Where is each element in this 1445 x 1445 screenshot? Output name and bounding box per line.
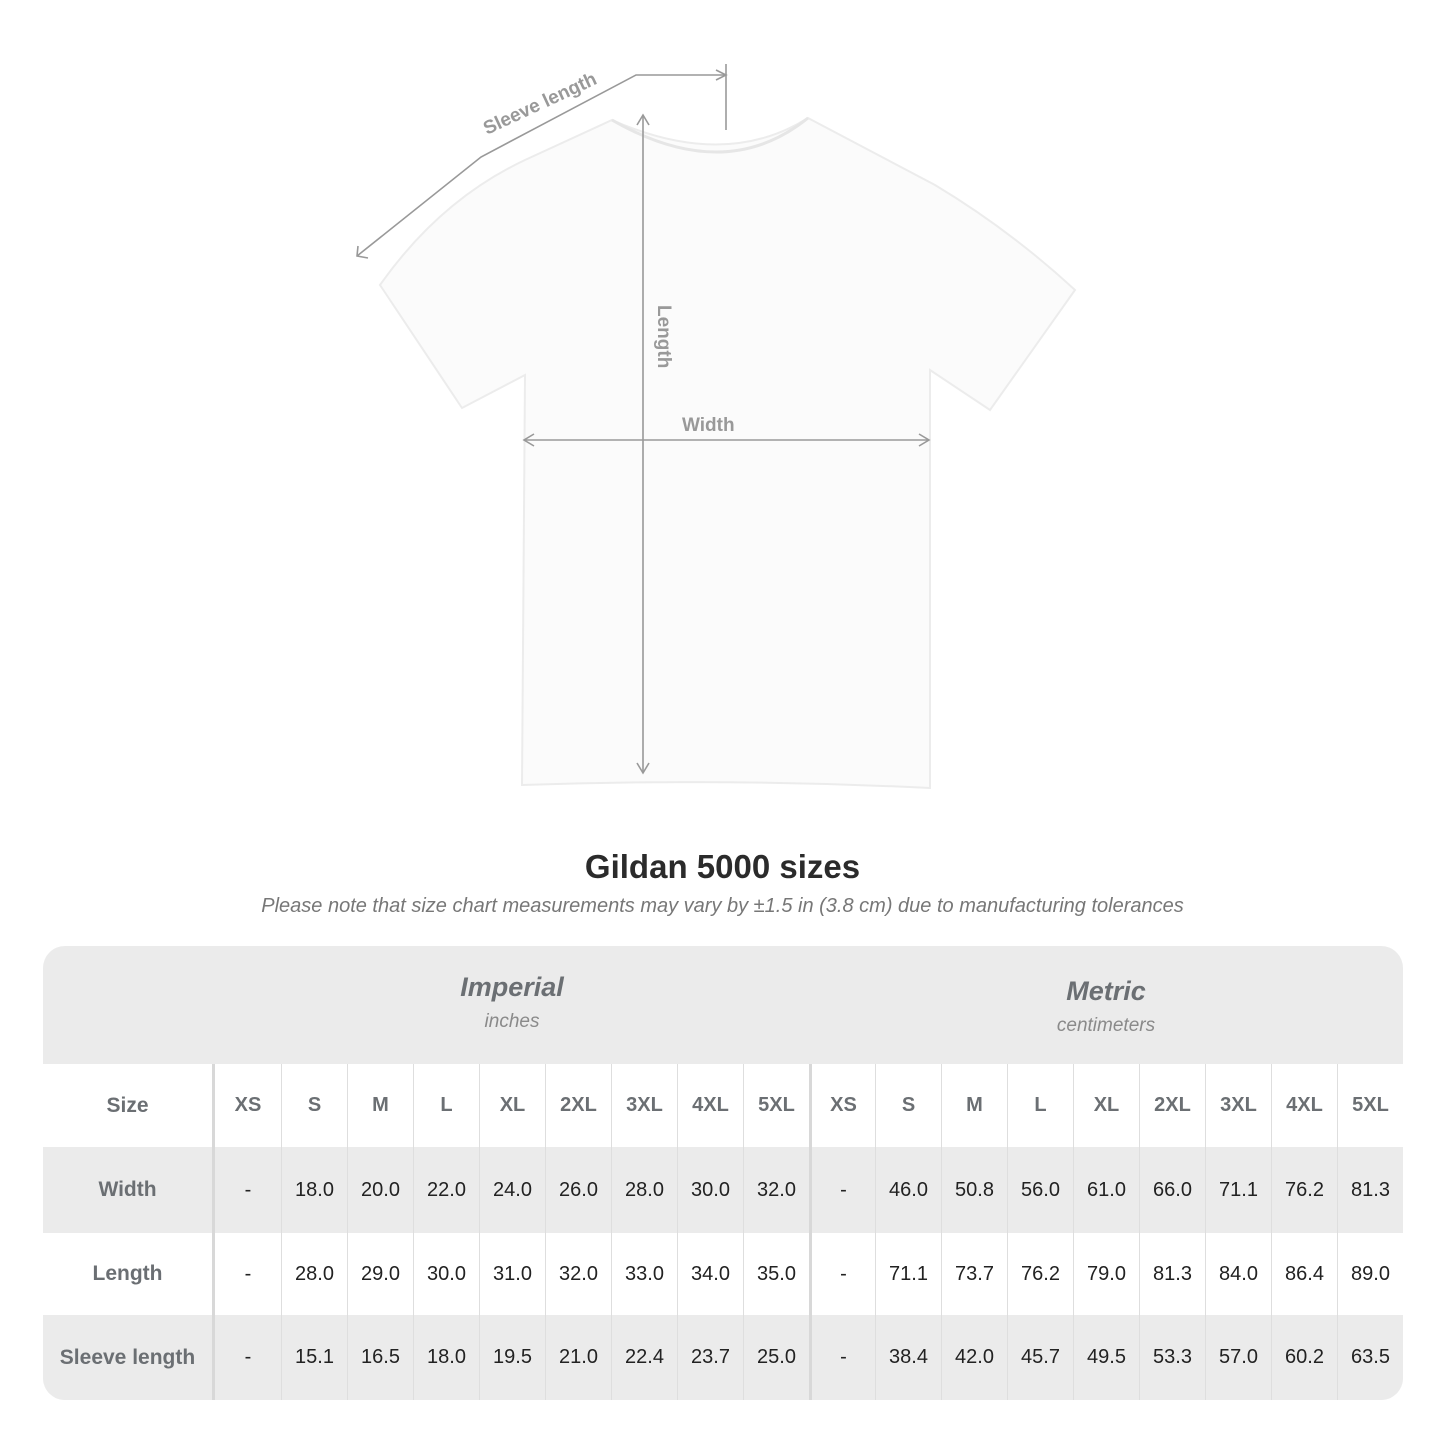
row-label: Length xyxy=(43,1233,215,1315)
imperial-value: 30.0 xyxy=(677,1147,743,1233)
sleeve-length-line xyxy=(356,74,726,257)
imperial-value: 22.0 xyxy=(413,1147,479,1233)
imperial-size-4xl: 4XL xyxy=(677,1064,743,1147)
table-row: Sleeve length - 15.1 16.5 18.0 19.5 21.0 22.4 23… xyxy=(43,1315,1403,1400)
imperial-header: Imperial inches xyxy=(215,946,809,1064)
metric-size-2xl: 2XL xyxy=(1139,1064,1205,1147)
tshirt-image xyxy=(378,116,1077,790)
imperial-value: 28.0 xyxy=(611,1147,677,1233)
metric-value: - xyxy=(809,1147,875,1233)
metric-value: 45.7 xyxy=(1007,1315,1073,1400)
imperial-value: 23.7 xyxy=(677,1315,743,1400)
size-label: Size xyxy=(43,1064,215,1147)
metric-size-xl: XL xyxy=(1073,1064,1139,1147)
metric-value: 84.0 xyxy=(1205,1233,1271,1315)
size-header-row: Size XS S M L XL 2XL 3XL 4XL 5XL XS S M L XL 2XL 3XL 4XL 5… xyxy=(43,1064,1403,1147)
metric-value: 71.1 xyxy=(1205,1147,1271,1233)
row-label: Width xyxy=(43,1147,215,1233)
imperial-value: 20.0 xyxy=(347,1147,413,1233)
imperial-value: 16.5 xyxy=(347,1315,413,1400)
metric-value: 60.2 xyxy=(1271,1315,1337,1400)
imperial-value: 29.0 xyxy=(347,1233,413,1315)
metric-size-xs: XS xyxy=(809,1064,875,1147)
imperial-value: 25.0 xyxy=(743,1315,809,1400)
imperial-size-2xl: 2XL xyxy=(545,1064,611,1147)
imperial-size-3xl: 3XL xyxy=(611,1064,677,1147)
imperial-value: 30.0 xyxy=(413,1233,479,1315)
metric-value: 73.7 xyxy=(941,1233,1007,1315)
metric-value: 61.0 xyxy=(1073,1147,1139,1233)
imperial-value: 26.0 xyxy=(545,1147,611,1233)
imperial-unit: inches xyxy=(484,1011,540,1032)
imperial-size-xs: XS xyxy=(234,1094,262,1116)
size-chart-table: Imperial inches Metric centimeters Size X… xyxy=(43,946,1403,1400)
metric-size-5xl: 5XL xyxy=(1337,1064,1403,1147)
metric-title: Metric xyxy=(1066,976,1146,1006)
metric-value: - xyxy=(809,1233,875,1315)
imperial-value: 22.4 xyxy=(611,1315,677,1400)
imperial-value: 18.0 xyxy=(281,1147,347,1233)
metric-value: 63.5 xyxy=(1337,1315,1403,1400)
imperial-value: 21.0 xyxy=(545,1315,611,1400)
imperial-value: 28.0 xyxy=(281,1233,347,1315)
imperial-value: 35.0 xyxy=(743,1233,809,1315)
metric-value: 42.0 xyxy=(941,1315,1007,1400)
metric-value: 79.0 xyxy=(1073,1233,1139,1315)
metric-value: 50.8 xyxy=(941,1147,1007,1233)
table-row: Width -18.0 20.0 22.0 24.0 26.0 28.0 30.0 32.0-4… xyxy=(43,1147,1403,1233)
metric-header: Metric centimeters xyxy=(809,946,1403,1064)
row-label: Sleeve length xyxy=(43,1315,215,1400)
imperial-value: - xyxy=(244,1262,252,1285)
tshirt-measurement-diagram: Sleeve length Length Width xyxy=(356,64,1077,790)
imperial-value: 24.0 xyxy=(479,1147,545,1233)
width-label: Width xyxy=(682,415,735,436)
imperial-size-m: M xyxy=(347,1064,413,1147)
metric-unit: centimeters xyxy=(1056,1015,1156,1036)
imperial-title: Imperial xyxy=(460,972,564,1002)
metric-value: 81.3 xyxy=(1139,1233,1205,1315)
imperial-value: 19.5 xyxy=(479,1315,545,1400)
imperial-value: 18.0 xyxy=(413,1315,479,1400)
length-label: Length xyxy=(653,305,674,368)
page-title: Gildan 5000 sizes xyxy=(584,848,861,885)
metric-value: 57.0 xyxy=(1205,1315,1271,1400)
metric-size-4xl: 4XL xyxy=(1271,1064,1337,1147)
metric-value: - xyxy=(809,1315,875,1400)
imperial-value: 31.0 xyxy=(479,1233,545,1315)
table-row: Length -28.0 29.0 30.0 31.0 32.0 33.0 34.0 35.0-… xyxy=(43,1233,1403,1315)
imperial-value: 33.0 xyxy=(611,1233,677,1315)
imperial-value: - xyxy=(244,1346,252,1368)
tolerance-note: Please note that size chart measurements… xyxy=(261,895,1184,917)
metric-value: 81.3 xyxy=(1337,1147,1403,1233)
imperial-value: 34.0 xyxy=(677,1233,743,1315)
metric-value: 49.5 xyxy=(1073,1315,1139,1400)
imperial-size-l: L xyxy=(413,1064,479,1147)
imperial-value: 15.1 xyxy=(281,1315,347,1400)
metric-value: 76.2 xyxy=(1271,1147,1337,1233)
metric-size-l: L xyxy=(1007,1064,1073,1147)
metric-value: 86.4 xyxy=(1271,1233,1337,1315)
imperial-size-5xl: 5XL xyxy=(743,1064,809,1147)
metric-value: 53.3 xyxy=(1139,1315,1205,1400)
metric-value: 38.4 xyxy=(875,1315,941,1400)
metric-size-m: M xyxy=(941,1064,1007,1147)
metric-value: 56.0 xyxy=(1007,1147,1073,1233)
imperial-size-s: S xyxy=(281,1064,347,1147)
imperial-value: - xyxy=(244,1178,252,1201)
metric-value: 89.0 xyxy=(1337,1233,1403,1315)
metric-value: 66.0 xyxy=(1139,1147,1205,1233)
metric-size-s: S xyxy=(875,1064,941,1147)
metric-value: 71.1 xyxy=(875,1233,941,1315)
metric-value: 76.2 xyxy=(1007,1233,1073,1315)
imperial-size-xl: XL xyxy=(479,1064,545,1147)
imperial-value: 32.0 xyxy=(545,1233,611,1315)
imperial-value: 32.0 xyxy=(743,1147,809,1233)
metric-value: 46.0 xyxy=(875,1147,941,1233)
metric-size-3xl: 3XL xyxy=(1205,1064,1271,1147)
